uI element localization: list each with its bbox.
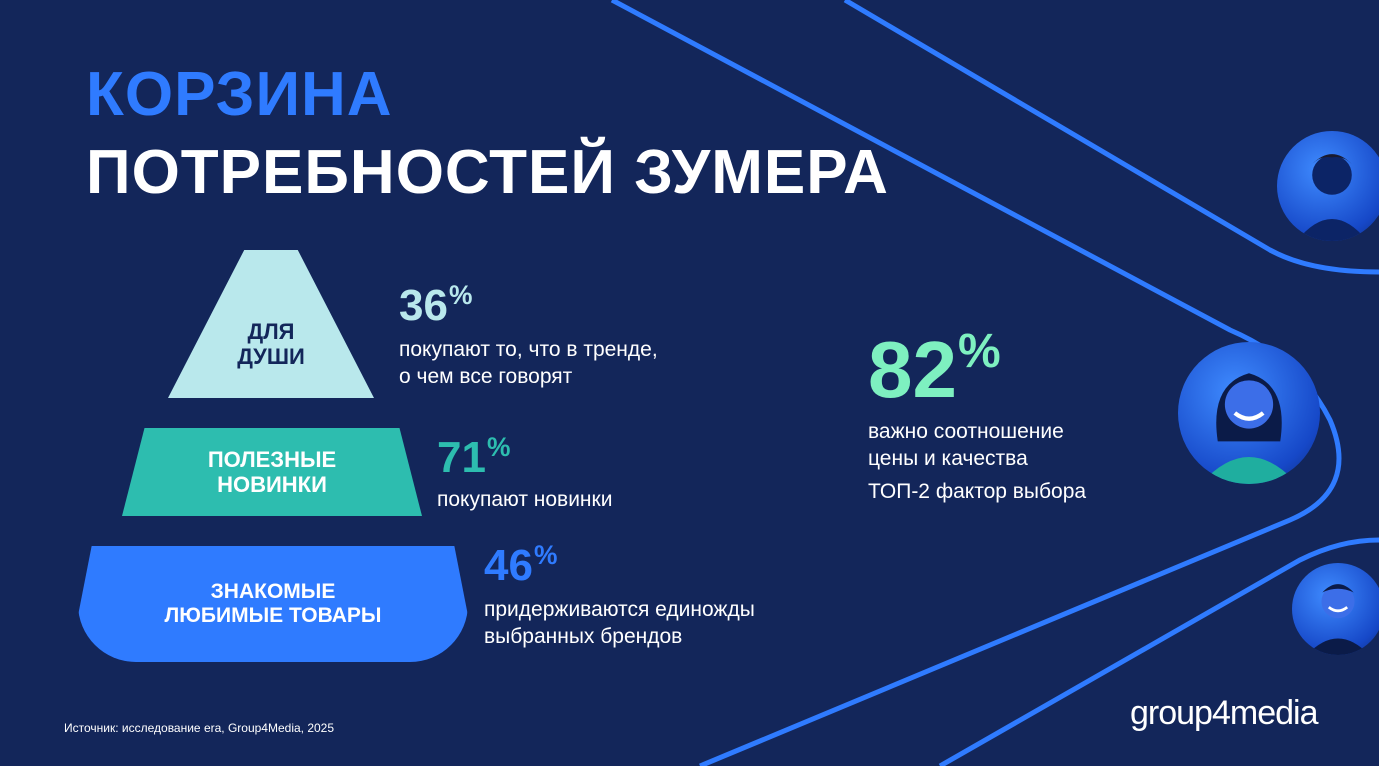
tier-label-line: ДЛЯ: [247, 318, 295, 344]
stat-description: важно соотношение цены и качества: [868, 420, 1064, 470]
stat-value: 82%: [868, 325, 1001, 414]
stat-value: 71%: [437, 432, 511, 482]
pyramid-tier-bottom: ЗНАКОМЫЕ ЛЮБИМЫЕ ТОВАРЫ: [78, 546, 468, 662]
tier-label-line: ПОЛЕЗНЫЕ: [207, 446, 337, 472]
person-avatar-icon: [1277, 131, 1379, 241]
brand-logo: group4media: [1130, 694, 1318, 732]
tier-label-line: ЗНАКОМЫЕ: [210, 579, 336, 603]
stat-value: 36%: [399, 280, 473, 330]
stat-description: покупают новинки: [437, 488, 613, 511]
stat-extra-note: ТОП-2 фактор выбора: [868, 480, 1087, 503]
stat-brands: 46% придерживаются единожды выбранных бр…: [484, 540, 755, 650]
tier-label-line: ДУШИ: [237, 344, 305, 369]
stat-description: покупают то, что в тренде, о чем все гов…: [399, 338, 658, 388]
stat-description: придерживаются единожды выбранных брендо…: [484, 598, 755, 648]
source-note: Источник: исследование era, Group4Media,…: [64, 721, 335, 735]
person-avatar-icon: [1292, 563, 1379, 655]
title-line-2: ПОТРЕБНОСТЕЙ ЗУМЕРА: [86, 138, 889, 207]
tier-label-line: ЛЮБИМЫЕ ТОВАРЫ: [164, 604, 382, 627]
stat-value: 46%: [484, 540, 558, 590]
person-avatar-icon: [1178, 342, 1320, 484]
stat-trend: 36% покупают то, что в тренде, о чем все…: [399, 280, 658, 390]
stat-novelties: 71% покупают новинки: [437, 432, 613, 513]
stat-price-quality: 82% важно соотношение цены и качества ТО…: [868, 325, 1087, 505]
title-line-1: КОРЗИНА: [86, 60, 393, 129]
tier-label-line: НОВИНКИ: [217, 472, 327, 497]
pyramid-tier-middle: ПОЛЕЗНЫЕ НОВИНКИ: [122, 428, 422, 516]
